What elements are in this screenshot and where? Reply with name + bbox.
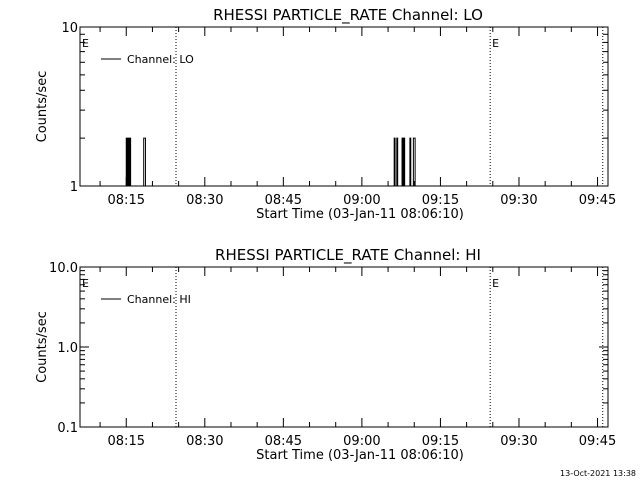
y-tick-label: 1.0 <box>57 341 78 356</box>
e-marker: E <box>82 277 89 290</box>
plot-frame <box>79 26 609 187</box>
x-tick-label: 08:15 <box>108 434 145 449</box>
x-tick-label: 08:45 <box>265 193 302 208</box>
e-marker: E <box>82 37 89 50</box>
x-tick-label: 08:30 <box>186 434 223 449</box>
y-axis-label: Counts/sec <box>35 311 50 383</box>
x-axis-label: Start Time (03-Jan-11 08:06:10) <box>256 207 464 222</box>
x-tick-label: 08:45 <box>265 434 302 449</box>
x-tick-label: 09:30 <box>500 193 537 208</box>
x-axis-label: Start Time (03-Jan-11 08:06:10) <box>256 448 464 463</box>
e-marker: E <box>492 277 499 290</box>
y-tick-label: 1 <box>70 180 78 195</box>
x-tick-label: 08:30 <box>186 193 223 208</box>
e-marker: E <box>492 37 499 50</box>
x-tick-label: 09:30 <box>500 434 537 449</box>
y-tick-label: 10 <box>61 21 78 36</box>
x-tick-label: 09:45 <box>579 434 616 449</box>
x-tick-label: 09:15 <box>422 193 459 208</box>
chart-title: RHESSI PARTICLE_RATE Channel: HI <box>215 246 481 265</box>
x-tick-label: 09:45 <box>579 193 616 208</box>
panel-lo: RHESSI PARTICLE_RATE Channel: LO Counts/s… <box>35 6 616 222</box>
x-tick-label: 09:00 <box>343 193 380 208</box>
y-tick-label: 10.0 <box>49 261 78 276</box>
timestamp: 13-Oct-2021 13:38 <box>560 469 636 478</box>
legend-label: Channel: HI <box>127 293 191 306</box>
x-tick-label: 08:15 <box>108 193 145 208</box>
x-tick-label: 09:15 <box>422 434 459 449</box>
y-tick-label: 0.1 <box>57 421 78 436</box>
panel-hi: RHESSI PARTICLE_RATE Channel: HI Counts/s… <box>35 246 616 463</box>
y-axis-label: Counts/sec <box>35 71 50 143</box>
plot-frame <box>79 266 609 428</box>
legend-label: Channel: LO <box>127 53 194 66</box>
series-line <box>124 137 416 187</box>
x-tick-label: 09:00 <box>343 434 380 449</box>
chart-title: RHESSI PARTICLE_RATE Channel: LO <box>213 6 483 25</box>
